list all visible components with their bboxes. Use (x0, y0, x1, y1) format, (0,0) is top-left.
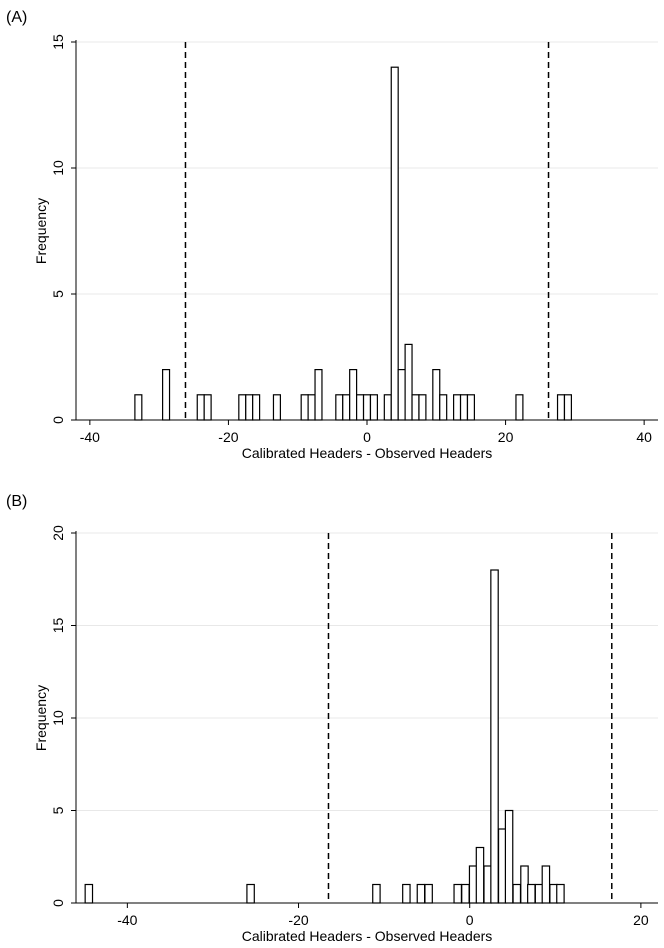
panel-b-label: (B) (6, 493, 27, 510)
histogram-bar (307, 394, 316, 421)
histogram-bar (504, 809, 514, 904)
histogram-bar (411, 394, 420, 421)
histogram-bar (432, 369, 441, 421)
histogram-bar (418, 394, 427, 421)
histogram-bar (134, 394, 143, 421)
histogram-bar (424, 883, 433, 904)
histogram-bar (196, 394, 205, 421)
x-tick-label: 20 (633, 912, 649, 928)
y-axis-title: Frequency (33, 685, 49, 751)
histogram-bar (203, 394, 212, 421)
x-tick-label: -40 (117, 912, 137, 928)
histogram-bar (475, 846, 485, 904)
y-tick-label: 5 (50, 290, 66, 298)
histogram-bar (272, 394, 281, 421)
histogram-bar (245, 394, 254, 421)
y-tick-label: 20 (50, 525, 66, 541)
y-tick-label: 10 (50, 160, 66, 176)
x-tick-label: 0 (466, 912, 474, 928)
histogram-bar (439, 394, 448, 421)
histogram-bar (372, 883, 381, 904)
x-tick-label: 0 (363, 429, 371, 445)
histogram-bar (362, 394, 372, 421)
y-axis-title: Frequency (33, 198, 49, 264)
histogram-bar (459, 394, 469, 421)
histogram-bar (515, 394, 524, 421)
x-axis-title: Calibrated Headers - Observed Headers (242, 928, 493, 944)
histogram-bar (541, 865, 551, 904)
panel-a: (A) 0 5 10 15 -40 -20 0 20 40 Calibrated Headers … (6, 9, 658, 461)
histogram-bar (556, 883, 565, 904)
x-tick-label: -40 (80, 429, 100, 445)
histogram-bar (252, 394, 261, 421)
y-tick-label: 5 (50, 806, 66, 814)
x-tick-label: 40 (636, 429, 652, 445)
histogram-bar (300, 394, 309, 421)
histogram-bar (466, 394, 475, 421)
histogram-bar (416, 883, 426, 904)
histogram-bar (490, 569, 499, 904)
histogram-bar (356, 394, 365, 421)
histogram-bar (162, 369, 171, 421)
x-tick-label: -20 (288, 912, 308, 928)
histogram-bar (402, 883, 411, 904)
histogram-bar (314, 369, 323, 421)
histogram-bar (390, 66, 399, 421)
x-tick-label: 20 (498, 429, 514, 445)
panel-b: (B) 0 5 10 15 20 -40 -20 0 20 Calibrated Headers … (6, 493, 658, 944)
histogram-bar (238, 394, 247, 421)
y-tick-label: 15 (50, 34, 66, 50)
histogram-bar (397, 369, 406, 421)
y-tick-label: 10 (50, 710, 66, 726)
histogram-bar (246, 883, 255, 904)
histogram-bar (335, 394, 344, 421)
histogram-bar (453, 883, 463, 904)
x-axis-title: Calibrated Headers - Observed Headers (242, 445, 493, 461)
histogram-bar (404, 343, 413, 421)
histogram-bar (84, 883, 94, 904)
histogram-bar (369, 394, 378, 421)
histogram-bar (556, 394, 566, 421)
y-tick-label: 0 (50, 416, 66, 424)
y-tick-label: 0 (50, 899, 66, 907)
histogram-bar (527, 883, 536, 904)
histogram-bar (383, 394, 392, 421)
histogram-bar (453, 394, 462, 421)
histogram-bar (563, 394, 572, 421)
histogram-bar (342, 394, 351, 421)
x-tick-label: -20 (218, 429, 238, 445)
panel-a-label: (A) (6, 9, 27, 26)
histogram-bar (349, 369, 358, 421)
histogram-bar (512, 883, 522, 904)
histogram-bar (461, 883, 470, 904)
y-tick-label: 15 (50, 618, 66, 634)
